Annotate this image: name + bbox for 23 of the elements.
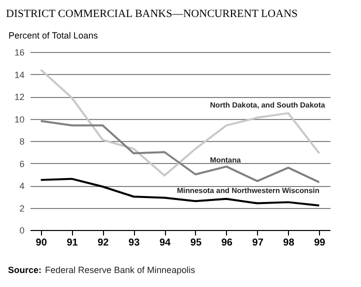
x-tick-label: 96 (221, 238, 233, 248)
x-tick-label: 92 (98, 238, 110, 248)
x-tick-label: 94 (159, 238, 172, 248)
x-tick-label: 93 (128, 238, 140, 248)
y-tick-label: 0 (19, 226, 24, 236)
x-tick-label: 91 (66, 238, 78, 248)
x-tick-label: 90 (36, 238, 48, 248)
y-tick-label: 10 (14, 114, 24, 124)
y-tick-label: 8 (19, 136, 24, 146)
chart-title: DISTRICT COMMERCIAL BANKS—NONCURRENT LOANS (6, 8, 298, 20)
y-tick-label: 16 (14, 48, 24, 58)
y-tick-label: 12 (14, 92, 24, 102)
x-tick-label: 98 (283, 238, 295, 248)
x-tick-label: 97 (252, 238, 264, 248)
x-tick-label: 99 (314, 238, 326, 248)
y-axis-title: Percent of Total Loans (8, 30, 98, 40)
y-tick-label: 4 (19, 181, 24, 191)
line-series (40, 120, 320, 184)
y-tick-label: 6 (19, 158, 24, 169)
y-tick-label: 2 (19, 203, 24, 214)
y-tick-label: 14 (14, 70, 24, 80)
source-note: Source: Federal Reserve Bank of Minneapolis (8, 265, 196, 275)
x-tick-label: 95 (190, 238, 202, 248)
